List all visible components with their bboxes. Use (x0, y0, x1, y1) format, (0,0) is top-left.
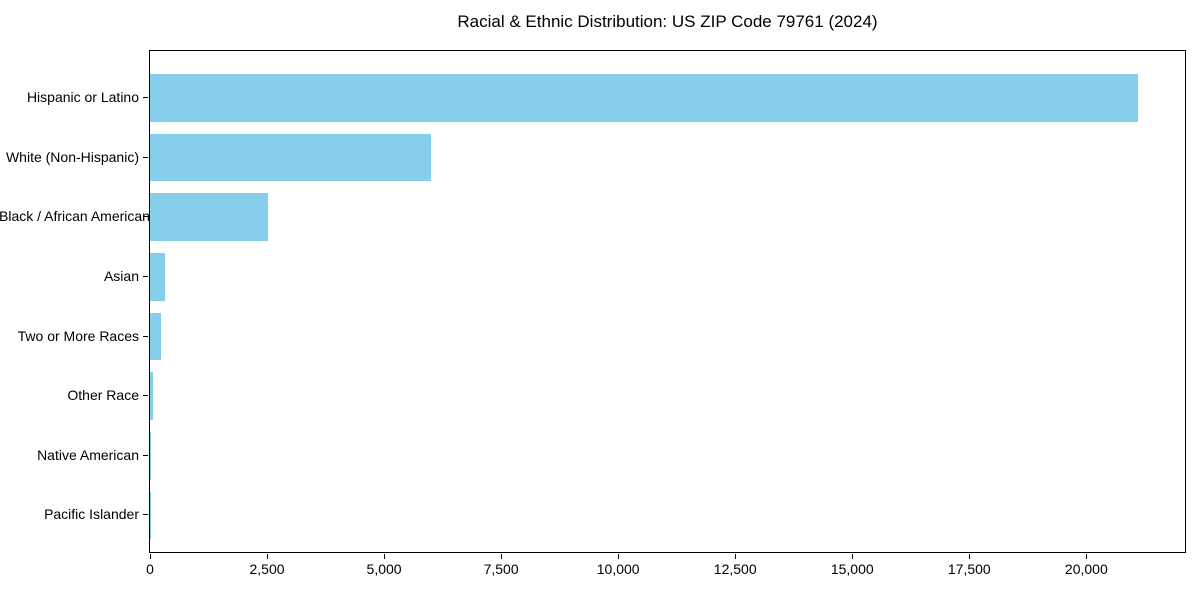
y-tick-mark (143, 454, 148, 456)
x-tick-mark (149, 554, 151, 559)
bar-other-race (150, 372, 153, 421)
y-tick-label-white-non-hispanic: White (Non-Hispanic) (5, 148, 139, 165)
x-tick-label-7500: 7,500 (483, 561, 519, 577)
x-tick-mark (734, 554, 736, 559)
y-tick-label-other-race: Other Race (67, 387, 139, 404)
y-tick-label-black-african-american: Black / African American (0, 208, 150, 225)
x-tick-mark (851, 554, 853, 559)
bar-black-african-american (150, 193, 268, 242)
y-tick-mark (143, 395, 148, 397)
y-tick-mark (143, 335, 148, 337)
y-tick-label-pacific-islander: Pacific Islander (44, 506, 139, 523)
y-tick-label-native-american: Native American (37, 446, 139, 463)
x-tick-mark (383, 554, 385, 559)
x-tick-label-15000: 15,000 (830, 561, 874, 577)
x-tick-label-17500: 17,500 (947, 561, 991, 577)
x-tick-mark (617, 554, 619, 559)
y-tick-label-hispanic-or-latino: Hispanic or Latino (26, 89, 139, 105)
x-tick-mark (968, 554, 970, 559)
x-tick-label-2500: 2,500 (249, 561, 285, 577)
y-tick-mark (143, 275, 148, 277)
bar-hispanic-or-latino (150, 74, 1138, 122)
y-tick-mark (143, 216, 148, 218)
x-tick-label-20000: 20,000 (1064, 561, 1108, 577)
plot-area: 0 2,500 5,000 7,500 10,000 12,500 15,000 17,500… (146, 50, 1186, 577)
y-tick-mark (143, 514, 148, 516)
y-tick-mark (143, 156, 148, 158)
bar-white-non-hispanic (150, 133, 431, 182)
chart-title: Racial & Ethnic Distribution: US ZIP Cod… (457, 12, 878, 31)
x-tick-mark (1085, 554, 1087, 559)
x-tick-label-10000: 10,000 (596, 561, 640, 577)
y-tick-mark (143, 97, 148, 98)
bar-asian (150, 253, 165, 301)
bar-two-or-more-races (150, 312, 162, 361)
x-tick-mark (500, 554, 502, 559)
x-tick-label-0: 0 (146, 561, 154, 577)
y-tick-label-asian: Asian (103, 267, 139, 284)
x-tick-mark (266, 554, 268, 559)
y-tick-label-two-or-more-races: Two or More Races (17, 327, 139, 344)
bar-native-american (150, 431, 152, 480)
x-tick-label-5000: 5,000 (366, 561, 402, 577)
x-tick-label-12500: 12,500 (713, 561, 757, 577)
